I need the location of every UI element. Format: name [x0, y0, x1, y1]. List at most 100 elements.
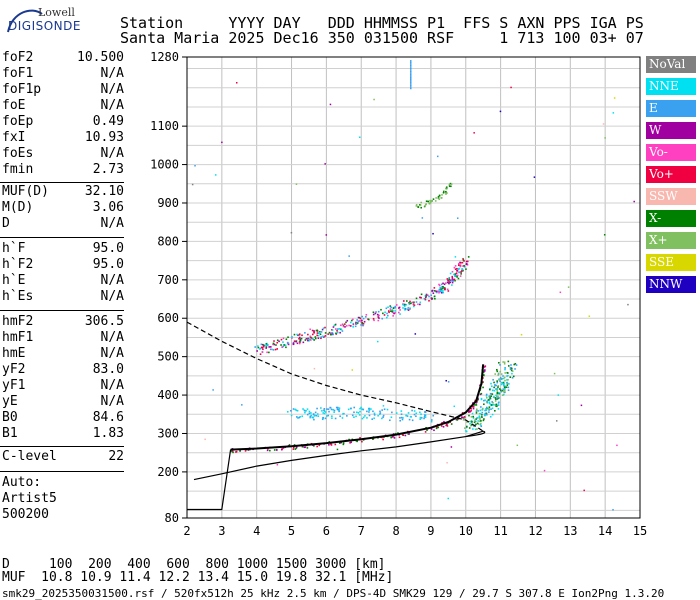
param-row: B0 84.6: [2, 410, 124, 426]
echo-dot: [262, 344, 265, 347]
echo-dot: [476, 428, 478, 430]
echo-dot: [514, 368, 516, 370]
param-value: 1.83: [92, 426, 124, 441]
echo-dot: [436, 426, 438, 429]
echo-dot: [372, 438, 374, 440]
echo-dot: [343, 412, 345, 415]
echo-dot: [285, 346, 287, 349]
echo-dot: [436, 291, 438, 294]
echo-dot: [351, 414, 354, 417]
echo-dot: [353, 411, 355, 414]
echo-dot: [456, 217, 459, 219]
echo-dot: [498, 392, 500, 394]
echo-dot: [468, 414, 470, 417]
echo-dot: [473, 404, 476, 406]
echo-dot: [299, 341, 301, 343]
echo-dot: [500, 383, 503, 386]
echo-dot: [478, 415, 481, 417]
echo-dot: [410, 73, 412, 76]
echo-dot: [272, 349, 275, 351]
echo-dot: [509, 366, 512, 369]
echo-dot: [274, 348, 277, 351]
echo-dot: [322, 416, 324, 419]
echo-dot: [221, 141, 223, 144]
echo-dot: [394, 312, 396, 314]
param-row: fxI 10.93: [2, 130, 124, 146]
separator: [0, 182, 124, 183]
echo-dot: [410, 87, 412, 90]
echo-dot: [497, 386, 499, 388]
echo-dot: [332, 408, 334, 411]
echo-dot: [432, 198, 435, 200]
echo-dot: [425, 203, 427, 205]
echo-dot: [498, 361, 500, 364]
echo-dot: [390, 436, 392, 439]
echo-dot: [316, 445, 318, 448]
echo-dot: [491, 393, 494, 395]
echo-dot: [356, 440, 358, 443]
echo-dot: [331, 417, 333, 419]
echo-dot: [465, 268, 467, 270]
echo-dot: [444, 288, 446, 290]
echo-dot: [470, 416, 473, 418]
separator: [0, 310, 124, 311]
echo-dot: [282, 447, 285, 449]
echo-dot: [482, 377, 484, 379]
echo-dot: [446, 461, 448, 464]
echo-dot: [510, 364, 512, 366]
auto-line: Artist5: [2, 491, 57, 506]
echo-dot: [276, 348, 279, 350]
echo-dot: [352, 322, 355, 325]
echo-dot: [454, 273, 457, 275]
echo-dot: [484, 414, 486, 416]
echo-dot: [330, 333, 332, 336]
echo-dot: [331, 415, 333, 418]
echo-dot: [490, 395, 492, 397]
axes: 2 3 4 5 6 7 8 9 10 11 12 13 14 15 80 200 300 400 500 600 700…: [150, 50, 647, 538]
echo-dot: [471, 424, 473, 426]
echo-dot: [425, 296, 427, 299]
echo-dot: [409, 307, 411, 309]
echo-dot: [354, 325, 357, 328]
echo-dot: [406, 300, 408, 302]
legend-item: W: [646, 122, 696, 139]
echo-dot: [287, 336, 289, 339]
echo-dot: [321, 410, 323, 412]
echo-dot: [406, 415, 409, 417]
echo-dot: [327, 333, 329, 335]
echo-dot: [292, 342, 295, 345]
echo-dot: [427, 200, 430, 203]
echo-dot: [338, 442, 341, 444]
param-row: h`F2 95.0: [2, 257, 124, 273]
param-name: MUF(D): [2, 184, 49, 199]
echo-dot: [386, 312, 388, 315]
echo-dot: [471, 421, 473, 423]
echo-dot: [472, 415, 475, 418]
y-tick-label: 500: [157, 350, 179, 364]
echo-dot: [583, 489, 585, 492]
echo-dot: [291, 335, 293, 338]
param-value: N/A: [100, 346, 124, 361]
param-value: 22: [108, 449, 124, 464]
echo-dot: [423, 414, 426, 416]
echo-dot: [509, 376, 512, 379]
echo-dot: [320, 337, 322, 340]
echo-dot: [453, 405, 456, 408]
echo-dot: [481, 411, 484, 414]
echo-dot: [393, 437, 396, 439]
echo-dot: [443, 283, 446, 286]
echo-dot: [441, 194, 443, 196]
echo-dot: [358, 316, 361, 319]
echo-dot: [495, 388, 497, 390]
echo-dot: [295, 340, 297, 343]
echo-dot: [324, 163, 326, 165]
legend-item: X-: [646, 210, 696, 227]
echo-dot: [366, 417, 368, 419]
x-tick-label: 5: [288, 524, 295, 538]
echo-dot: [362, 322, 365, 325]
echo-dot: [434, 297, 436, 300]
echo-dot: [382, 438, 384, 441]
x-tick-label: 11: [493, 524, 507, 538]
param-row: h`E N/A: [2, 273, 124, 289]
echo-dot: [397, 311, 400, 314]
